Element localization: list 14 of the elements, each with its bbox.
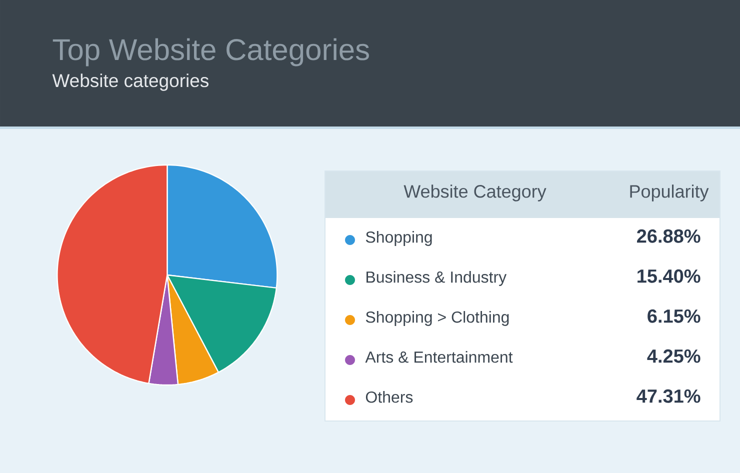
legend-label: Shopping > Clothing [366, 311, 509, 326]
data-label: 15.40% [638, 269, 700, 283]
legend-label: Others [366, 391, 413, 403]
data-label: 4.25% [647, 349, 700, 363]
data-label: 6.15% [648, 309, 700, 323]
legend-label: Business & Industry [366, 271, 507, 286]
chart-title: Top Website Categories [52, 38, 369, 66]
legend-label: Shopping [366, 231, 432, 246]
legend-label: Arts & Entertainment [365, 351, 513, 363]
data-label: 26.88% [637, 229, 700, 243]
legend-title: Website Category [404, 184, 546, 202]
chart-subtitle: Website categories [52, 74, 208, 91]
text: Popularity [630, 184, 709, 202]
data-label: 47.31% [636, 389, 700, 403]
